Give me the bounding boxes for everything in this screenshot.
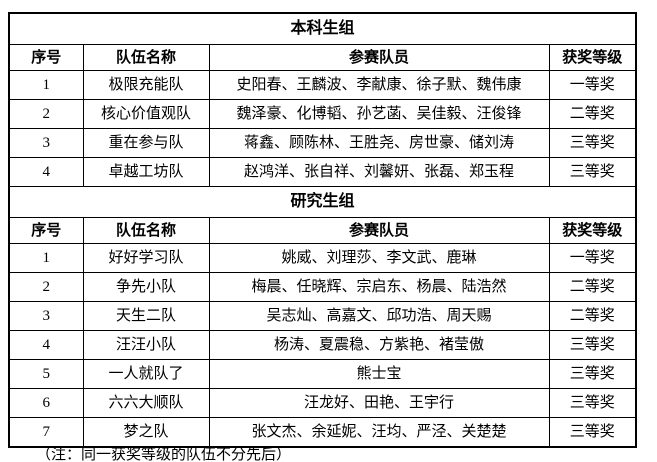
team-members: 吴志灿、高嘉文、邱功浩、周天赐: [208, 301, 550, 331]
column-header: 序号: [8, 44, 84, 71]
award-level: 三等奖: [548, 330, 637, 360]
award-level: 三等奖: [548, 388, 637, 418]
column-header: 序号: [8, 217, 84, 244]
award-level: 三等奖: [548, 128, 637, 158]
table-row: 5 一人就队了 熊士宝 三等奖: [8, 359, 637, 389]
column-header: 参赛队员: [208, 44, 550, 71]
table-row: 4 汪汪小队 杨涛、夏震稳、方紫艳、褚莹傲 三等奖: [8, 330, 637, 360]
table-row: 6 六六大顺队 汪龙好、田艳、王宇行 三等奖: [8, 388, 637, 418]
team-members: 熊士宝: [208, 359, 550, 389]
team-name: 极限充能队: [82, 70, 210, 100]
team-name: 六六大顺队: [82, 388, 210, 418]
award-level: 三等奖: [548, 157, 637, 187]
row-number: 3: [8, 128, 84, 158]
table-row: 7 梦之队 张文杰、余延妮、汪均、严泾、关楚楚 三等奖: [8, 417, 637, 448]
award-level: 二等奖: [548, 99, 637, 129]
team-name: 卓越工坊队: [82, 157, 210, 187]
award-level: 三等奖: [548, 417, 637, 448]
team-name: 核心价值观队: [82, 99, 210, 129]
row-number: 1: [8, 70, 84, 100]
section-title: 研究生组: [8, 186, 637, 218]
award-level: 三等奖: [548, 359, 637, 389]
row-number: 5: [8, 359, 84, 389]
table-row: 3 天生二队 吴志灿、高嘉文、邱功浩、周天赐 二等奖: [8, 301, 637, 331]
row-number: 4: [8, 157, 84, 187]
section-title-row: 研究生组: [8, 186, 637, 218]
row-number: 4: [8, 330, 84, 360]
team-members: 汪龙好、田艳、王宇行: [208, 388, 550, 418]
row-number: 1: [8, 243, 84, 273]
table-row: 4 卓越工坊队 赵鸿洋、张自祥、刘馨妍、张磊、郑玉程 三等奖: [8, 157, 637, 187]
team-members: 赵鸿洋、张自祥、刘馨妍、张磊、郑玉程: [208, 157, 550, 187]
column-header: 队伍名称: [82, 44, 210, 71]
team-members: 梅晨、任晓辉、宗启东、杨晨、陆浩然: [208, 272, 550, 302]
table-row: 1 极限充能队 史阳春、王麟波、李献康、徐子默、魏伟康 一等奖: [8, 70, 637, 100]
table-row: 3 重在参与队 蒋鑫、顾陈林、王胜尧、房世豪、储刘涛 三等奖: [8, 128, 637, 158]
header-row: 序号 队伍名称 参赛队员 获奖等级: [8, 217, 637, 244]
team-name: 好好学习队: [82, 243, 210, 273]
team-members: 杨涛、夏震稳、方紫艳、褚莹傲: [208, 330, 550, 360]
team-name: 争先小队: [82, 272, 210, 302]
section-title-row: 本科生组: [8, 12, 637, 45]
awards-table: 本科生组 序号 队伍名称 参赛队员 获奖等级 1 极限充能队 史阳春、王麟波、李献康、徐子默、…: [8, 12, 638, 448]
team-members: 魏泽豪、化博韬、孙艺菡、吴佳毅、汪俊锋: [208, 99, 550, 129]
award-level: 二等奖: [548, 301, 637, 331]
row-number: 3: [8, 301, 84, 331]
column-header: 获奖等级: [548, 44, 637, 71]
table-row: 2 核心价值观队 魏泽豪、化博韬、孙艺菡、吴佳毅、汪俊锋 二等奖: [8, 99, 637, 129]
team-members: 姚威、刘理莎、李文武、鹿琳: [208, 243, 550, 273]
section-title: 本科生组: [8, 12, 637, 45]
column-header: 获奖等级: [548, 217, 637, 244]
team-name: 汪汪小队: [82, 330, 210, 360]
row-number: 7: [8, 417, 84, 448]
column-header: 队伍名称: [82, 217, 210, 244]
header-row: 序号 队伍名称 参赛队员 获奖等级: [8, 44, 637, 71]
team-members: 蒋鑫、顾陈林、王胜尧、房世豪、储刘涛: [208, 128, 550, 158]
footnote: （注：同一获奖等级的队伍不分先后）: [36, 447, 292, 462]
team-name: 天生二队: [82, 301, 210, 331]
team-name: 一人就队了: [82, 359, 210, 389]
column-header: 参赛队员: [208, 217, 550, 244]
table-row: 1 好好学习队 姚威、刘理莎、李文武、鹿琳 一等奖: [8, 243, 637, 273]
row-number: 2: [8, 272, 84, 302]
team-members: 史阳春、王麟波、李献康、徐子默、魏伟康: [208, 70, 550, 100]
row-number: 2: [8, 99, 84, 129]
award-level: 一等奖: [548, 243, 637, 273]
award-level: 二等奖: [548, 272, 637, 302]
team-name: 重在参与队: [82, 128, 210, 158]
table-row: 2 争先小队 梅晨、任晓辉、宗启东、杨晨、陆浩然 二等奖: [8, 272, 637, 302]
row-number: 6: [8, 388, 84, 418]
award-level: 一等奖: [548, 70, 637, 100]
